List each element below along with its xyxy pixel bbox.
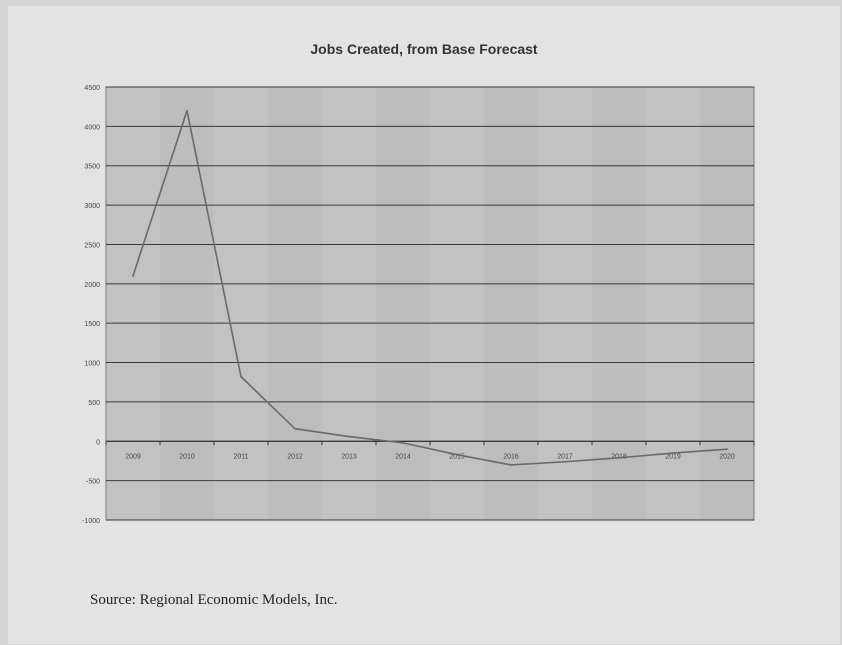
data-point [564, 460, 566, 463]
chart-title: Jobs Created, from Base Forecast [310, 41, 538, 57]
y-tick-label: 2500 [84, 242, 100, 249]
x-tick-label: 2017 [557, 453, 573, 460]
data-point [132, 275, 134, 277]
y-tick-label: 4500 [84, 85, 100, 92]
series-line [132, 109, 728, 466]
data-point [510, 463, 512, 466]
plot-texture-band [538, 87, 592, 520]
x-tick-label: 2014 [395, 453, 411, 460]
data-point [672, 452, 674, 454]
data-point [618, 456, 620, 459]
x-tick-label: 2013 [341, 453, 357, 460]
x-tick-label: 2016 [503, 453, 519, 460]
x-tick-label: 2019 [665, 453, 681, 460]
x-tick-label: 2010 [179, 453, 195, 460]
y-tick-label: 500 [88, 400, 100, 407]
plot-texture-band [214, 87, 268, 520]
data-point [240, 375, 242, 378]
y-tick-label: -500 [86, 479, 100, 486]
y-tick-label: 1500 [84, 321, 100, 328]
y-tick-label: 0 [96, 439, 100, 446]
data-point [348, 435, 350, 438]
plot-texture-band [430, 87, 484, 520]
y-tick-label: 3500 [84, 164, 100, 171]
y-tick-label: 1000 [84, 361, 100, 368]
x-tick-label: 2012 [287, 453, 303, 460]
x-tick-label: 2020 [719, 453, 735, 460]
data-point [294, 427, 296, 430]
y-tick-label: 3000 [84, 203, 100, 210]
y-tick-label: 2000 [84, 282, 100, 289]
data-point [402, 441, 404, 444]
plot-area [105, 86, 755, 521]
x-tick-label: 2009 [125, 453, 141, 460]
plot-texture-band [106, 87, 160, 520]
plot-texture-band [646, 87, 700, 520]
plot-texture-band [322, 87, 376, 520]
data-point [186, 109, 188, 112]
source-note: Source: Regional Economic Models, Inc. [90, 592, 338, 608]
line-chart: 4500 4000 3500 3000 2500 2000 1500 1000 500 0 -500… [82, 85, 755, 525]
data-point [456, 453, 458, 456]
y-tick-label: 4000 [84, 124, 100, 131]
x-tick-label: 2015 [449, 453, 465, 460]
data-point [726, 448, 728, 451]
y-tick-label: -1000 [82, 518, 100, 525]
page: Jobs Created, from Base Forecast 4500 400… [8, 6, 840, 644]
x-tick-label: 2018 [611, 453, 627, 460]
x-tick-label: 2011 [233, 453, 248, 460]
